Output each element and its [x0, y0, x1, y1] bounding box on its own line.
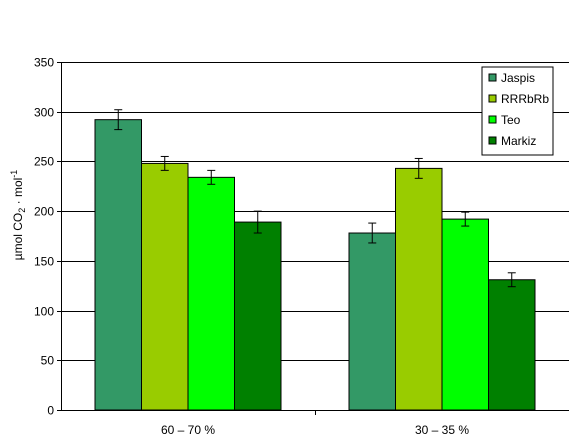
y-tick-labels: 0 50 100 150 200 250 300 350	[34, 56, 54, 418]
y-tick-label: 300	[34, 106, 54, 120]
y-tick-label: 350	[34, 56, 54, 70]
bar	[187, 176, 235, 411]
legend-label: RRRbRb	[501, 92, 549, 106]
legend-swatch	[488, 94, 497, 103]
bar	[94, 119, 142, 411]
legend: Jaspis RRRbRb Teo Markiz	[481, 66, 554, 156]
bar	[234, 221, 282, 411]
y-tick-label: 150	[34, 255, 54, 269]
error-bars	[114, 109, 516, 288]
bar	[141, 162, 189, 411]
y-tick-label: 200	[34, 205, 54, 219]
y-tick-label: 250	[34, 155, 54, 169]
bar	[348, 232, 396, 411]
bar	[441, 218, 489, 411]
legend-label: Jaspis	[501, 71, 535, 85]
y-tick-label: 50	[41, 354, 55, 368]
legend-label: Teo	[501, 113, 521, 127]
y-tick-label: 100	[34, 305, 54, 319]
y-tick-label: 0	[47, 404, 54, 418]
bar	[395, 167, 443, 411]
bar	[488, 279, 536, 411]
y-axis-label: µmol CO2 · mol-1	[9, 170, 27, 261]
legend-swatch	[488, 115, 497, 124]
axes	[57, 62, 569, 415]
bars	[94, 119, 536, 411]
category-labels: 60 – 70 % 30 – 35 %	[161, 423, 469, 437]
legend-label: Markiz	[501, 134, 536, 148]
category-label: 60 – 70 %	[161, 423, 215, 437]
legend-swatch	[488, 136, 497, 145]
category-label: 30 – 35 %	[415, 423, 469, 437]
legend-swatch	[488, 73, 497, 82]
